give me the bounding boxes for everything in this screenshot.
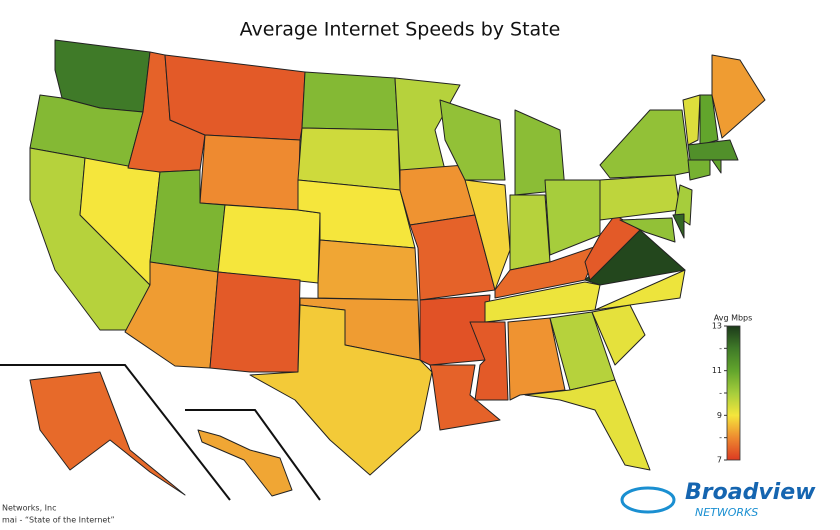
state bbox=[711, 54, 766, 139]
state bbox=[409, 214, 496, 301]
state bbox=[594, 269, 686, 311]
legend-title: Avg Mbps bbox=[714, 314, 753, 323]
inset-frame bbox=[185, 409, 321, 501]
state bbox=[439, 99, 506, 181]
logo-sub: NETWORKS bbox=[695, 506, 758, 519]
legend-tick-label: - bbox=[719, 344, 722, 353]
logo-mark bbox=[620, 486, 676, 514]
chart-title: Average Internet Speeds by State bbox=[240, 19, 561, 41]
source-text: mai - “State of the Internet” bbox=[2, 516, 115, 525]
state bbox=[301, 71, 399, 131]
state bbox=[682, 94, 701, 146]
legend-tick-label: - bbox=[719, 433, 722, 442]
state bbox=[469, 321, 509, 401]
legend-tick-label: - bbox=[719, 389, 722, 398]
source-text: Networks, Inc bbox=[2, 504, 56, 513]
state bbox=[687, 159, 711, 181]
colorbar bbox=[726, 325, 741, 461]
state bbox=[217, 204, 321, 284]
state bbox=[419, 294, 491, 366]
logo-name: Broadview bbox=[685, 480, 816, 505]
logo: Broadview NETWORKS bbox=[620, 480, 816, 519]
state bbox=[484, 281, 601, 323]
state bbox=[524, 379, 651, 471]
state bbox=[197, 429, 293, 497]
inset-frame bbox=[0, 364, 231, 501]
state bbox=[429, 364, 501, 431]
legend-tick-label: 11 bbox=[712, 366, 722, 375]
state bbox=[544, 179, 601, 256]
state bbox=[619, 217, 676, 243]
state bbox=[209, 271, 301, 373]
state bbox=[711, 159, 722, 174]
legend-tick-label: 9 bbox=[717, 411, 722, 420]
state bbox=[687, 139, 739, 161]
state bbox=[699, 94, 719, 146]
state bbox=[29, 371, 186, 496]
state bbox=[672, 213, 685, 239]
state bbox=[599, 174, 681, 221]
state bbox=[317, 239, 419, 301]
state bbox=[509, 194, 551, 271]
state bbox=[249, 304, 433, 476]
state bbox=[507, 317, 566, 401]
states bbox=[29, 39, 766, 497]
state bbox=[599, 109, 691, 179]
state bbox=[464, 179, 511, 291]
state bbox=[164, 54, 306, 141]
legend-tick-label: 13 bbox=[712, 322, 722, 331]
legend-tick-label: 7 bbox=[717, 456, 722, 465]
state bbox=[591, 304, 646, 366]
state bbox=[297, 127, 401, 191]
state bbox=[199, 134, 301, 211]
